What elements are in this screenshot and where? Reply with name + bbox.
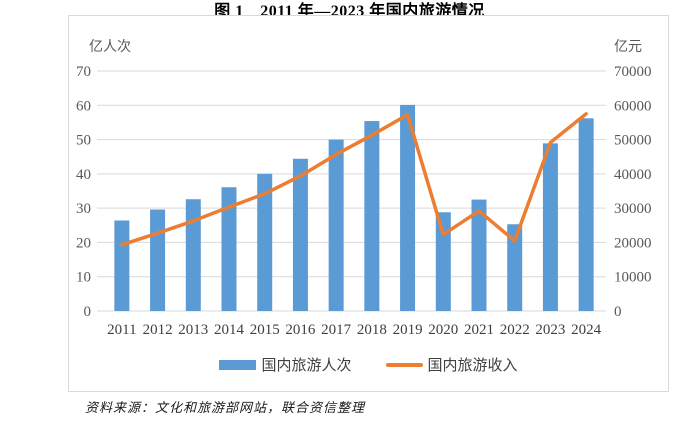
bar-2016 (292, 158, 308, 311)
left-axis-tick-label: 50 (76, 133, 91, 149)
left-axis-tick-label: 10 (76, 270, 91, 286)
legend-label-trips: 国内旅游人次 (261, 356, 352, 374)
legend-item-revenue: 国内旅游收入 (385, 354, 518, 375)
x-axis-label-2020: 2020 (428, 322, 458, 338)
bar-2013 (185, 199, 201, 311)
right-axis-tick-label: 0 (614, 304, 622, 320)
x-axis-label-2023: 2023 (535, 322, 565, 338)
left-axis-tick-label: 60 (76, 98, 91, 114)
right-axis-tick-label: 30000 (614, 201, 652, 217)
right-axis-tick-label: 60000 (614, 98, 652, 114)
right-axis-unit-label: 亿元 (614, 39, 642, 55)
x-axis-label-2022: 2022 (500, 322, 530, 338)
legend: 国内旅游人次 国内旅游收入 (69, 354, 668, 375)
source-note: 资料来源：文化和旅游部网站，联合资信整理 (85, 400, 366, 415)
bar-2015 (257, 173, 273, 311)
bar-2019 (400, 104, 416, 311)
chart-frame: 亿人次 亿元 0 0 10 10000 20 20000 30 30000 40 40000 50 5… (68, 15, 669, 392)
right-axis-tick-label: 50000 (614, 133, 652, 149)
bar-2024 (578, 118, 594, 311)
right-axis-tick-label: 20000 (614, 235, 652, 251)
bar-2022 (507, 224, 523, 311)
x-axis-label-2011: 2011 (107, 322, 136, 338)
right-axis-tick-label: 10000 (614, 270, 652, 286)
legend-item-trips: 国内旅游人次 (219, 354, 352, 375)
bar-2017 (328, 139, 344, 311)
x-axis-label-2017: 2017 (321, 322, 352, 338)
bar-2023 (542, 143, 558, 311)
right-axis-tick-label: 40000 (614, 167, 652, 183)
bar-2021 (471, 199, 487, 311)
bar-2012 (150, 209, 166, 311)
left-axis-unit-label: 亿人次 (89, 39, 131, 55)
x-axis-label-2012: 2012 (143, 322, 173, 338)
left-axis-tick-label: 20 (76, 235, 91, 251)
legend-label-revenue: 国内旅游收入 (427, 356, 518, 374)
bar-2011 (114, 220, 130, 311)
left-axis-tick-label: 0 (84, 304, 92, 320)
left-axis-tick-label: 70 (76, 64, 91, 80)
bar-series-swatch (219, 359, 257, 370)
x-axis-label-2015: 2015 (250, 322, 280, 338)
x-axis-label-2021: 2021 (464, 322, 494, 338)
line-series-swatch (385, 362, 423, 367)
x-axis-label-2019: 2019 (393, 322, 423, 338)
tourism-chart: 0 0 10 10000 20 20000 30 30000 40 40000 50 50000 60 6… (76, 64, 652, 338)
x-axis-label-2024: 2024 (571, 322, 602, 338)
left-axis-tick-label: 40 (76, 167, 91, 183)
right-axis-tick-label: 70000 (614, 64, 652, 80)
x-axis-label-2014: 2014 (214, 322, 245, 338)
x-axis-label-2013: 2013 (178, 322, 208, 338)
x-axis-label-2016: 2016 (285, 322, 316, 338)
x-axis-label-2018: 2018 (357, 322, 387, 338)
bar-2020 (435, 212, 451, 311)
revenue-line (120, 112, 588, 247)
bar-2018 (364, 121, 380, 311)
left-axis-tick-label: 30 (76, 201, 91, 217)
bar-2014 (221, 187, 237, 311)
